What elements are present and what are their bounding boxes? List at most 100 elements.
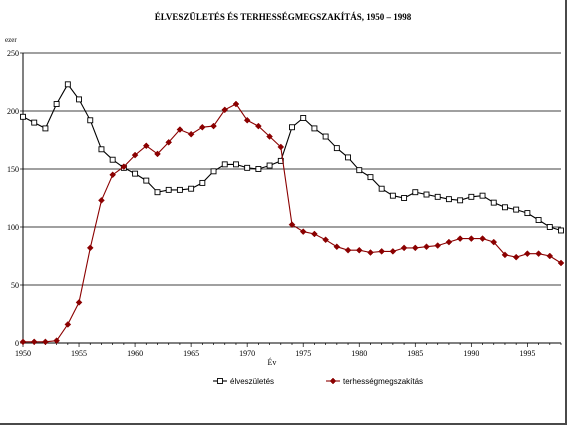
data-point: [267, 163, 272, 168]
data-point: [525, 211, 530, 216]
data-point: [222, 162, 227, 167]
data-point: [87, 245, 93, 251]
data-point: [345, 247, 351, 253]
data-point: [469, 194, 474, 199]
data-point: [301, 115, 306, 120]
data-point: [330, 378, 336, 384]
data-point: [189, 186, 194, 191]
data-point: [244, 117, 250, 123]
data-point: [480, 193, 485, 198]
data-point: [166, 187, 171, 192]
x-tick-label: 1950: [15, 349, 31, 358]
x-tick-label: 1965: [183, 349, 199, 358]
data-point: [334, 244, 340, 250]
data-point: [211, 123, 217, 129]
data-point: [390, 193, 395, 198]
data-point: [155, 190, 160, 195]
data-point: [200, 180, 205, 185]
data-point: [188, 131, 194, 137]
data-point: [480, 236, 486, 242]
data-point: [77, 97, 82, 102]
series-line: [23, 84, 561, 230]
data-point: [413, 190, 418, 195]
data-point: [290, 125, 295, 130]
gridlines: [23, 53, 561, 285]
data-point: [42, 339, 48, 345]
data-point: [401, 245, 407, 251]
data-point: [402, 196, 407, 201]
data-point: [323, 134, 328, 139]
y-tick-label: 50: [11, 281, 19, 290]
chart-title: ÉLVESZÜLETÉS ÉS TERHESSÉGMEGSZAKÍTÁS, 19…: [155, 12, 412, 22]
data-point: [435, 243, 441, 249]
legend-item: terhességmegszakítás: [326, 377, 423, 386]
data-point: [446, 239, 452, 245]
data-point: [323, 237, 329, 243]
data-point: [379, 248, 385, 254]
data-point: [468, 236, 474, 242]
data-point: [502, 205, 507, 210]
data-point: [133, 171, 138, 176]
data-point: [31, 339, 37, 345]
data-point: [88, 118, 93, 123]
data-point: [559, 228, 564, 233]
data-point: [211, 169, 216, 174]
data-point: [457, 236, 463, 242]
legend: élveszületés terhességmegszakítás: [213, 377, 423, 386]
data-point: [390, 248, 396, 254]
data-point: [65, 82, 70, 87]
data-point: [76, 299, 82, 305]
data-point: [256, 167, 261, 172]
data-point: [218, 379, 223, 384]
x-tick-label: 1955: [71, 349, 87, 358]
data-point: [536, 251, 542, 257]
data-point: [367, 250, 373, 256]
x-tick-label: 1960: [127, 349, 143, 358]
data-point: [379, 186, 384, 191]
data-point: [21, 114, 26, 119]
y-tick-label: 100: [7, 223, 19, 232]
data-point: [536, 218, 541, 223]
y-tick-label: 0: [15, 339, 19, 348]
y-axis-unit-label: ezer: [5, 36, 17, 44]
data-point: [177, 187, 182, 192]
data-point: [110, 157, 115, 162]
x-tick-label: 1980: [351, 349, 367, 358]
data-point: [368, 175, 373, 180]
data-point: [245, 165, 250, 170]
data-point: [233, 162, 238, 167]
series-group: [20, 82, 564, 345]
data-point: [446, 197, 451, 202]
data-point: [424, 244, 430, 250]
y-tick-label: 200: [7, 107, 19, 116]
data-point: [199, 124, 205, 130]
legend-label: élveszületés: [230, 377, 274, 386]
x-tick-label: 1985: [407, 349, 423, 358]
y-tick-label: 250: [7, 49, 19, 58]
data-point: [356, 247, 362, 253]
data-point: [312, 126, 317, 131]
data-point: [98, 197, 104, 203]
data-point: [20, 339, 26, 345]
data-point: [54, 102, 59, 107]
x-tick-label: 1995: [519, 349, 535, 358]
data-point: [547, 225, 552, 230]
data-point: [43, 126, 48, 131]
data-point: [547, 253, 553, 259]
data-point: [524, 251, 530, 257]
data-point: [99, 147, 104, 152]
data-point: [412, 245, 418, 251]
legend-item: élveszületés: [213, 377, 274, 386]
data-point: [346, 155, 351, 160]
data-point: [144, 178, 149, 183]
y-tick-labels: 0 50 100 150 200 250: [7, 49, 19, 348]
y-tick-label: 150: [7, 165, 19, 174]
data-point: [311, 231, 317, 237]
x-tick-label: 1990: [463, 349, 479, 358]
data-point: [491, 200, 496, 205]
data-point: [424, 192, 429, 197]
x-tick-label: 1975: [295, 349, 311, 358]
series-terhessegmegszakitas: [20, 101, 564, 345]
